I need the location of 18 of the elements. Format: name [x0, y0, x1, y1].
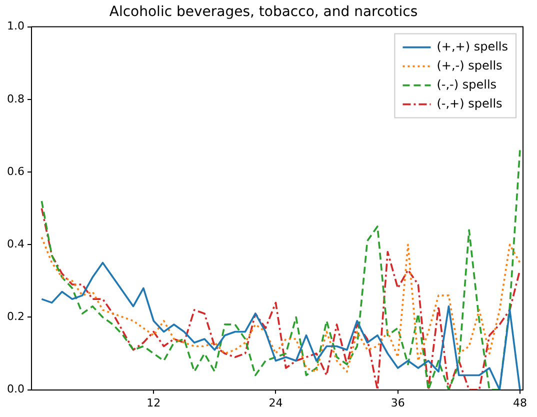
- y-tick-label: 0.2: [6, 310, 24, 324]
- x-tick-label: 12: [146, 396, 161, 410]
- line-series: [40, 207, 521, 390]
- legend-label: (+,-) spells: [436, 58, 502, 72]
- x-tick-label: 24: [268, 396, 283, 410]
- line-series: [40, 236, 521, 373]
- legend-label: (+,+) spells: [436, 39, 508, 54]
- chart-title: Alcoholic beverages, tobacco, and narcotics: [109, 4, 418, 20]
- y-tick-label: 0.6: [6, 164, 24, 178]
- y-tick-label: 0.0: [6, 382, 24, 396]
- y-tick-label: 0.8: [6, 92, 24, 106]
- x-tick-label: 36: [390, 396, 405, 410]
- legend-label: (-,-) spells: [436, 77, 497, 92]
- legend-label: (-,+) spells: [436, 96, 502, 110]
- line-series: [40, 149, 521, 390]
- x-tick-label: 48: [512, 396, 527, 410]
- y-tick-label: 0.4: [6, 237, 24, 250]
- y-tick-label: 1.0: [6, 20, 24, 33]
